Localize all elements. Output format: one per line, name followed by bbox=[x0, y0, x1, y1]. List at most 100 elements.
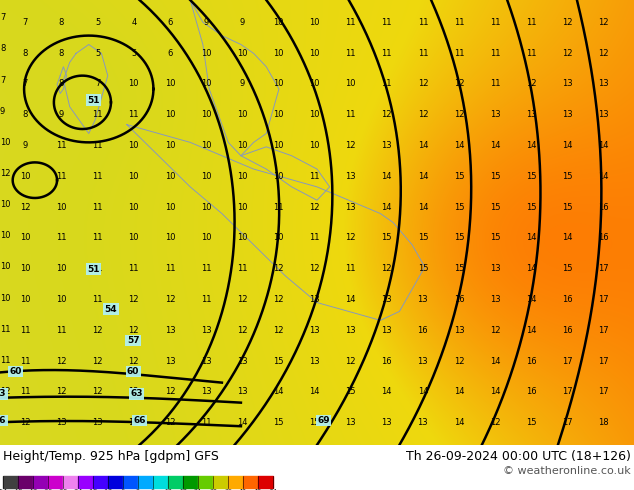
Text: 12: 12 bbox=[562, 49, 573, 57]
Text: 13: 13 bbox=[346, 202, 356, 212]
Text: 13: 13 bbox=[418, 295, 428, 304]
Bar bbox=[198, 476, 213, 488]
Text: 10: 10 bbox=[201, 79, 211, 88]
Text: 11: 11 bbox=[56, 172, 67, 181]
Bar bbox=[63, 476, 78, 488]
Text: 8: 8 bbox=[23, 110, 28, 119]
Bar bbox=[168, 476, 183, 488]
Text: 10: 10 bbox=[237, 49, 247, 57]
Text: 11: 11 bbox=[93, 264, 103, 273]
Text: 12: 12 bbox=[165, 418, 175, 427]
Text: 10: 10 bbox=[201, 202, 211, 212]
Text: 11: 11 bbox=[418, 49, 428, 57]
Text: 13: 13 bbox=[201, 388, 211, 396]
Text: 16: 16 bbox=[382, 357, 392, 366]
Text: 12: 12 bbox=[164, 489, 172, 490]
Text: 11: 11 bbox=[526, 18, 536, 27]
Text: 13: 13 bbox=[201, 326, 211, 335]
Text: 15: 15 bbox=[562, 202, 573, 212]
Text: -6: -6 bbox=[120, 489, 126, 490]
Text: 12: 12 bbox=[418, 79, 428, 88]
Text: 13: 13 bbox=[382, 326, 392, 335]
Text: 12: 12 bbox=[273, 326, 283, 335]
Text: 13: 13 bbox=[382, 418, 392, 427]
Text: 7: 7 bbox=[0, 75, 5, 85]
Text: 10: 10 bbox=[273, 141, 283, 150]
Text: 12: 12 bbox=[93, 326, 103, 335]
Text: 13: 13 bbox=[382, 141, 392, 150]
Text: 10: 10 bbox=[309, 110, 320, 119]
Bar bbox=[243, 476, 258, 488]
Text: 12: 12 bbox=[382, 110, 392, 119]
Text: 12: 12 bbox=[490, 418, 500, 427]
Text: 4: 4 bbox=[131, 18, 136, 27]
Text: 14: 14 bbox=[454, 141, 464, 150]
Text: 10: 10 bbox=[309, 79, 320, 88]
Text: 15: 15 bbox=[454, 264, 464, 273]
Text: 36: 36 bbox=[224, 489, 232, 490]
Bar bbox=[213, 476, 228, 488]
Text: 7: 7 bbox=[95, 79, 100, 88]
Text: 11: 11 bbox=[93, 110, 103, 119]
Text: 13: 13 bbox=[346, 172, 356, 181]
Text: 15: 15 bbox=[346, 388, 356, 396]
Text: 9: 9 bbox=[240, 79, 245, 88]
Text: 11: 11 bbox=[201, 418, 211, 427]
Text: 8: 8 bbox=[0, 45, 5, 53]
Text: 10: 10 bbox=[165, 233, 175, 243]
Text: 15: 15 bbox=[273, 418, 283, 427]
Text: 16: 16 bbox=[598, 202, 609, 212]
Text: 12: 12 bbox=[309, 202, 320, 212]
Text: 11: 11 bbox=[129, 264, 139, 273]
Text: 8: 8 bbox=[59, 18, 64, 27]
Bar bbox=[123, 476, 138, 488]
Text: 10: 10 bbox=[273, 110, 283, 119]
Text: 10: 10 bbox=[0, 294, 11, 303]
Text: 13: 13 bbox=[237, 357, 247, 366]
Bar bbox=[108, 476, 123, 488]
Bar bbox=[78, 476, 93, 488]
Text: 66: 66 bbox=[133, 416, 146, 425]
Text: 66: 66 bbox=[0, 416, 6, 425]
Text: 16: 16 bbox=[526, 388, 536, 396]
Text: 16: 16 bbox=[526, 357, 536, 366]
Text: 14: 14 bbox=[418, 172, 428, 181]
Text: 12: 12 bbox=[0, 169, 11, 178]
Text: -24: -24 bbox=[73, 489, 83, 490]
Text: 11: 11 bbox=[346, 49, 356, 57]
Text: 10: 10 bbox=[309, 141, 320, 150]
Text: 17: 17 bbox=[598, 388, 609, 396]
Text: 11: 11 bbox=[382, 49, 392, 57]
Text: 54: 54 bbox=[105, 305, 117, 314]
Text: 16: 16 bbox=[562, 295, 573, 304]
Bar bbox=[258, 476, 273, 488]
Text: 12: 12 bbox=[273, 295, 283, 304]
Text: 11: 11 bbox=[273, 202, 283, 212]
Text: 13: 13 bbox=[418, 357, 428, 366]
Text: 10: 10 bbox=[20, 295, 30, 304]
Text: 11: 11 bbox=[93, 233, 103, 243]
Text: 14: 14 bbox=[490, 388, 500, 396]
Text: 15: 15 bbox=[382, 233, 392, 243]
Text: 11: 11 bbox=[56, 141, 67, 150]
Text: 11: 11 bbox=[309, 233, 320, 243]
Text: 17: 17 bbox=[562, 388, 573, 396]
Text: 10: 10 bbox=[129, 141, 139, 150]
Text: 11: 11 bbox=[56, 326, 67, 335]
Text: 12: 12 bbox=[346, 357, 356, 366]
Text: 5: 5 bbox=[131, 49, 136, 57]
Text: 10: 10 bbox=[273, 49, 283, 57]
Text: 11: 11 bbox=[346, 110, 356, 119]
Text: 7: 7 bbox=[23, 79, 28, 88]
Text: 13: 13 bbox=[562, 110, 573, 119]
Text: 42: 42 bbox=[239, 489, 247, 490]
Text: 18: 18 bbox=[598, 418, 609, 427]
Text: 9: 9 bbox=[240, 18, 245, 27]
Text: 63: 63 bbox=[0, 389, 6, 398]
Text: 13: 13 bbox=[309, 357, 320, 366]
Text: 10: 10 bbox=[0, 200, 11, 209]
Text: -54: -54 bbox=[0, 489, 8, 490]
Text: 13: 13 bbox=[382, 295, 392, 304]
Text: 10: 10 bbox=[237, 172, 247, 181]
Text: 63: 63 bbox=[130, 389, 143, 398]
